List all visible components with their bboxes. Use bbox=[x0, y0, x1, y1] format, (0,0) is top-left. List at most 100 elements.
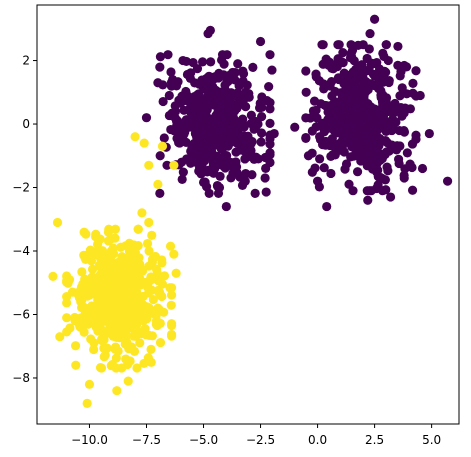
scatter-point bbox=[155, 62, 165, 72]
scatter-point bbox=[158, 96, 168, 107]
scatter-point bbox=[408, 78, 418, 88]
scatter-point bbox=[200, 115, 210, 125]
scatter-point bbox=[241, 87, 251, 97]
scatter-point bbox=[255, 36, 266, 47]
scatter-point bbox=[71, 360, 81, 370]
scatter-point bbox=[181, 86, 191, 97]
scatter-point bbox=[177, 174, 187, 184]
scatter-point bbox=[326, 77, 337, 87]
scatter-point bbox=[62, 271, 72, 281]
scatter-point bbox=[333, 101, 343, 111]
scatter-point bbox=[146, 344, 156, 355]
scatter-point bbox=[170, 101, 180, 111]
scatter-point bbox=[269, 128, 279, 139]
scatter-point bbox=[265, 50, 275, 60]
scatter-point bbox=[144, 330, 154, 340]
scatter-point bbox=[360, 123, 370, 133]
scatter-point bbox=[62, 313, 72, 323]
scatter-point bbox=[250, 188, 260, 198]
scatter-point bbox=[206, 57, 216, 67]
scatter-point bbox=[395, 91, 405, 101]
x-tick-label: −2.5 bbox=[246, 433, 275, 447]
scatter-point bbox=[143, 353, 153, 363]
scatter-point bbox=[87, 264, 98, 274]
scatter-point bbox=[389, 108, 399, 118]
scatter-point bbox=[163, 50, 173, 60]
scatter-point bbox=[139, 138, 149, 148]
scatter-point bbox=[312, 176, 323, 186]
scatter-point bbox=[417, 163, 428, 174]
scatter-point bbox=[362, 53, 372, 64]
scatter-point bbox=[375, 172, 386, 183]
scatter-point bbox=[209, 151, 219, 161]
scatter-point bbox=[81, 229, 91, 239]
scatter-point bbox=[311, 69, 321, 79]
scatter-point bbox=[48, 271, 58, 281]
scatter-point bbox=[405, 159, 415, 169]
scatter-point bbox=[231, 147, 241, 157]
series-2 bbox=[48, 132, 181, 408]
scatter-point bbox=[84, 311, 94, 322]
scatter-point bbox=[135, 273, 145, 283]
scatter-point bbox=[226, 173, 236, 183]
scatter-point bbox=[141, 113, 152, 123]
scatter-point bbox=[315, 132, 325, 142]
scatter-point bbox=[155, 188, 165, 198]
scatter-point bbox=[128, 258, 138, 268]
scatter-point bbox=[265, 139, 275, 149]
scatter-point bbox=[147, 274, 157, 285]
scatter-point bbox=[129, 303, 139, 314]
scatter-point bbox=[70, 312, 80, 323]
scatter-point bbox=[338, 48, 348, 58]
scatter-point bbox=[111, 353, 121, 363]
scatter-point bbox=[87, 276, 97, 287]
x-tick-label: 5.0 bbox=[422, 433, 441, 447]
scatter-point bbox=[218, 70, 228, 81]
scatter-point bbox=[134, 280, 144, 290]
scatter-point bbox=[165, 241, 176, 251]
scatter-point bbox=[153, 179, 163, 189]
scatter-point bbox=[117, 252, 127, 262]
y-tick-label: −6 bbox=[12, 307, 30, 321]
scatter-point bbox=[120, 339, 130, 349]
scatter-point bbox=[153, 303, 163, 313]
scatter-point bbox=[339, 93, 349, 104]
scatter-point bbox=[368, 149, 378, 159]
scatter-point bbox=[75, 321, 85, 331]
scatter-point bbox=[378, 92, 389, 102]
scatter-point bbox=[322, 201, 332, 212]
scatter-point bbox=[247, 136, 257, 147]
scatter-point bbox=[307, 126, 317, 136]
scatter-point bbox=[52, 217, 63, 228]
scatter-point bbox=[371, 183, 381, 194]
scatter-point bbox=[365, 28, 375, 39]
scatter-point bbox=[442, 176, 453, 186]
scatter-point bbox=[255, 98, 265, 108]
scatter-point bbox=[358, 40, 368, 50]
scatter-point bbox=[217, 134, 227, 144]
scatter-point bbox=[248, 62, 258, 73]
scatter-point bbox=[265, 104, 275, 114]
scatter-point bbox=[349, 151, 359, 161]
scatter-point bbox=[202, 182, 212, 192]
scatter-point bbox=[339, 147, 349, 157]
scatter-point bbox=[407, 185, 418, 195]
scatter-point bbox=[157, 258, 167, 268]
scatter-point bbox=[253, 154, 263, 164]
scatter-point bbox=[100, 269, 111, 279]
scatter-point bbox=[182, 69, 193, 80]
scatter-point bbox=[111, 320, 122, 330]
scatter-point bbox=[157, 291, 167, 302]
scatter-point bbox=[166, 290, 177, 300]
scatter-point bbox=[397, 83, 407, 93]
scatter-point bbox=[86, 256, 97, 266]
scatter-point bbox=[310, 163, 320, 173]
scatter-point bbox=[319, 123, 329, 134]
scatter-point bbox=[382, 126, 392, 136]
scatter-point bbox=[93, 326, 103, 336]
scatter-point bbox=[106, 252, 116, 262]
scatter-point bbox=[363, 84, 373, 95]
scatter-point bbox=[383, 55, 393, 66]
scatter-point bbox=[256, 137, 266, 147]
